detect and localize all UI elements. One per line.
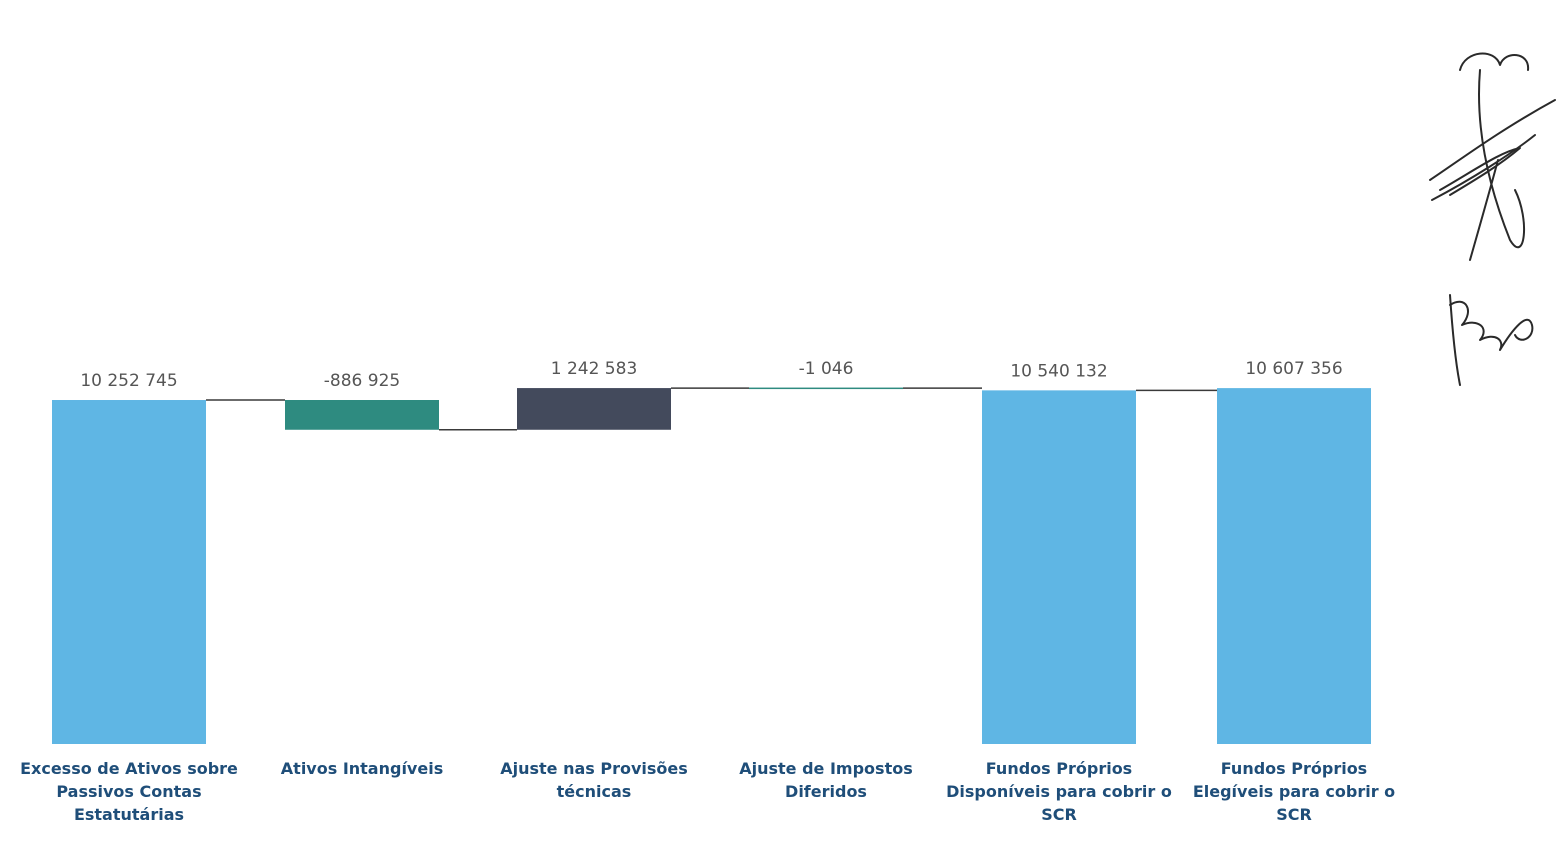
bar-3 <box>517 388 671 430</box>
connectors-group <box>206 387 1217 431</box>
bar-6 <box>1217 388 1371 744</box>
value-label-2: -886 925 <box>324 371 400 391</box>
category-label-1: Excesso de Ativos sobre Passivos Contas Es… <box>20 759 238 824</box>
category-label-4: Ajuste de Impostos Diferidos <box>739 759 912 801</box>
category-label-6: Fundos Próprios Elegíveis para cobrir o SC… <box>1193 759 1395 824</box>
bar-1 <box>52 400 206 744</box>
category-label-3: Ajuste nas Provisões técnicas <box>500 759 688 801</box>
bar-4 <box>749 387 903 390</box>
category-label-5: Fundos Próprios Disponíveis para cobrir o… <box>946 759 1172 824</box>
category-labels-group: Excesso de Ativos sobre Passivos Contas Es… <box>20 759 1395 824</box>
bars-group <box>52 387 1371 744</box>
bar-2 <box>285 400 439 430</box>
value-label-6: 10 607 356 <box>1245 359 1342 379</box>
value-label-5: 10 540 132 <box>1010 361 1107 381</box>
value-label-3: 1 242 583 <box>551 359 638 379</box>
category-label-2: Ativos Intangíveis <box>281 759 443 778</box>
bar-5 <box>982 390 1136 744</box>
value-label-4: -1 046 <box>799 359 854 379</box>
value-labels-group: 10 252 745 -886 925 1 242 583 -1 046 10 540 … <box>80 359 1342 391</box>
handwritten-signature <box>1429 52 1556 386</box>
value-label-1: 10 252 745 <box>80 371 177 391</box>
